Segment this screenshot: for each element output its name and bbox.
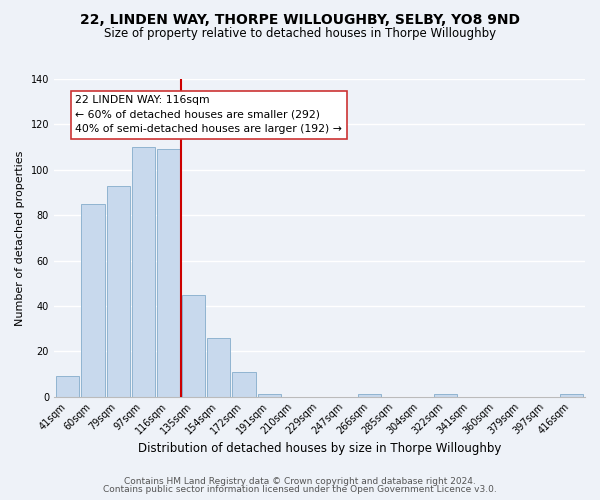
Bar [257, 394, 281, 396]
Bar [56, 376, 79, 396]
Y-axis label: Number of detached properties: Number of detached properties [15, 150, 25, 326]
Bar [560, 394, 583, 396]
Text: Contains HM Land Registry data © Crown copyright and database right 2024.: Contains HM Land Registry data © Crown c… [124, 477, 476, 486]
Text: 22 LINDEN WAY: 116sqm
← 60% of detached houses are smaller (292)
40% of semi-det: 22 LINDEN WAY: 116sqm ← 60% of detached … [76, 95, 342, 134]
Text: Contains public sector information licensed under the Open Government Licence v3: Contains public sector information licen… [103, 485, 497, 494]
X-axis label: Distribution of detached houses by size in Thorpe Willoughby: Distribution of detached houses by size … [138, 442, 501, 455]
Bar [82, 204, 104, 396]
Text: Size of property relative to detached houses in Thorpe Willoughby: Size of property relative to detached ho… [104, 28, 496, 40]
Bar [107, 186, 130, 396]
Bar [131, 147, 155, 396]
Bar [358, 394, 382, 396]
Bar [434, 394, 457, 396]
Bar [182, 294, 205, 396]
Bar [207, 338, 230, 396]
Text: 22, LINDEN WAY, THORPE WILLOUGHBY, SELBY, YO8 9ND: 22, LINDEN WAY, THORPE WILLOUGHBY, SELBY… [80, 12, 520, 26]
Bar [157, 150, 180, 396]
Bar [232, 372, 256, 396]
